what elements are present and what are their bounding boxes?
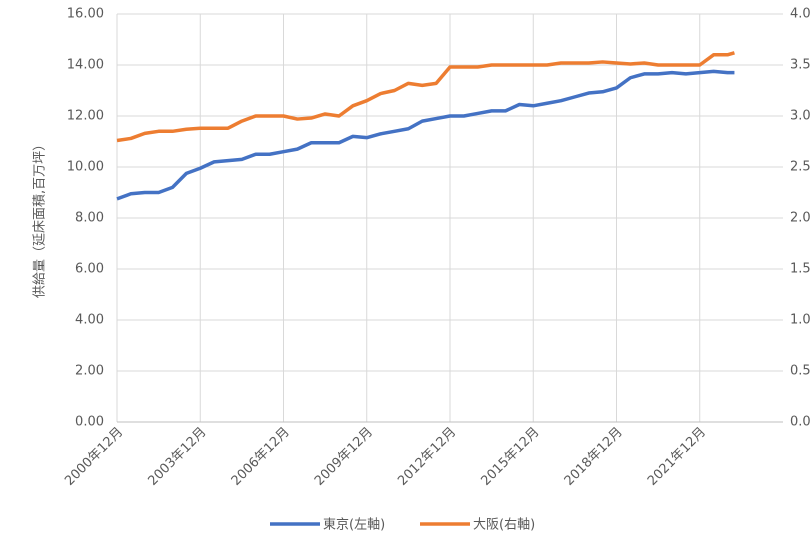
y-axis-label: 供給量（延床面積,百万坪） [33, 138, 48, 298]
y2-tick-label: 3.50 [790, 58, 810, 73]
y2-tick-label: 1.50 [790, 262, 810, 277]
legend-label: 東京(左軸) [323, 517, 385, 533]
y-tick-label: 6.00 [75, 262, 104, 277]
y-tick-label: 2.00 [75, 364, 104, 379]
series-line [116, 69, 735, 201]
y-tick-label: 10.00 [67, 160, 104, 175]
x-tick-label: 2006年12月 [229, 425, 293, 489]
y-tick-label: 12.00 [67, 109, 104, 124]
x-tick-label: 2000年12月 [62, 425, 126, 489]
legend-label: 大阪(右軸) [473, 518, 535, 533]
y2-tick-label: 3.00 [790, 109, 810, 124]
y-tick-label: 8.00 [75, 211, 104, 226]
y2-tick-label: 2.00 [790, 211, 810, 226]
y-tick-label: 0.00 [75, 415, 104, 430]
y2-tick-label: 0.50 [790, 364, 810, 379]
y2-tick-label: 2.50 [790, 160, 810, 175]
x-tick-label: 2021年12月 [645, 425, 709, 489]
series-line [116, 51, 735, 143]
y-tick-label: 4.00 [75, 313, 104, 328]
x-tick-label: 2012年12月 [395, 425, 459, 489]
x-tick-label: 2015年12月 [478, 425, 542, 489]
y2-tick-label: 0.00 [790, 415, 810, 430]
y-tick-label: 16.00 [67, 7, 104, 22]
x-tick-label: 2009年12月 [312, 425, 376, 489]
x-tick-label: 2018年12月 [562, 425, 626, 489]
y2-tick-label: 4.00 [790, 7, 810, 22]
y2-tick-label: 1.00 [790, 313, 810, 328]
y-tick-label: 14.00 [67, 58, 104, 73]
x-tick-label: 2003年12月 [145, 425, 209, 489]
